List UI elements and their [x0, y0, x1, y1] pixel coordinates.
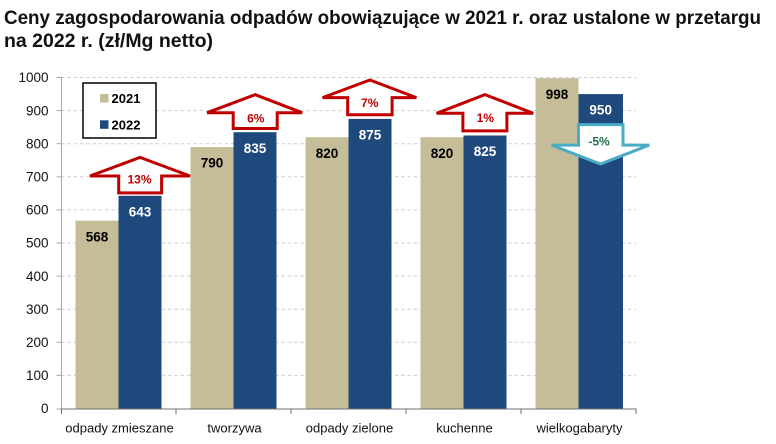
svg-text:odpady zmieszane: odpady zmieszane	[65, 421, 173, 436]
svg-text:998: 998	[546, 87, 569, 102]
svg-text:kuchenne: kuchenne	[436, 421, 492, 436]
svg-text:950: 950	[589, 103, 612, 118]
svg-text:wielkogabaryty: wielkogabaryty	[536, 421, 623, 436]
svg-text:790: 790	[201, 156, 224, 171]
svg-text:900: 900	[26, 103, 49, 118]
svg-text:200: 200	[26, 335, 49, 350]
svg-text:600: 600	[26, 203, 49, 218]
svg-text:825: 825	[474, 144, 497, 159]
svg-text:6%: 6%	[247, 111, 265, 125]
svg-text:13%: 13%	[127, 173, 151, 187]
svg-text:0: 0	[41, 401, 49, 416]
svg-text:643: 643	[129, 204, 152, 219]
svg-text:400: 400	[26, 269, 49, 284]
svg-text:2022: 2022	[112, 117, 141, 132]
svg-text:7%: 7%	[361, 96, 379, 110]
svg-text:1000: 1000	[18, 70, 48, 85]
svg-text:300: 300	[26, 302, 49, 317]
svg-text:100: 100	[26, 368, 49, 383]
svg-text:568: 568	[86, 229, 109, 244]
svg-text:na 2022 r. (zł/Mg netto): na 2022 r. (zł/Mg netto)	[4, 31, 213, 52]
svg-text:-5%: -5%	[588, 135, 610, 149]
svg-text:835: 835	[244, 141, 267, 156]
svg-text:500: 500	[26, 236, 49, 251]
svg-text:tworzywa: tworzywa	[207, 421, 262, 436]
svg-text:Ceny zagospodarowania odpadów: Ceny zagospodarowania odpadów obowiązują…	[4, 8, 761, 29]
svg-text:820: 820	[431, 146, 454, 161]
svg-text:1%: 1%	[477, 111, 495, 125]
svg-text:875: 875	[359, 128, 382, 143]
svg-text:820: 820	[316, 146, 339, 161]
svg-text:800: 800	[26, 136, 49, 151]
svg-text:2021: 2021	[112, 91, 141, 106]
svg-text:700: 700	[26, 170, 49, 185]
svg-text:odpady zielone: odpady zielone	[306, 421, 393, 436]
